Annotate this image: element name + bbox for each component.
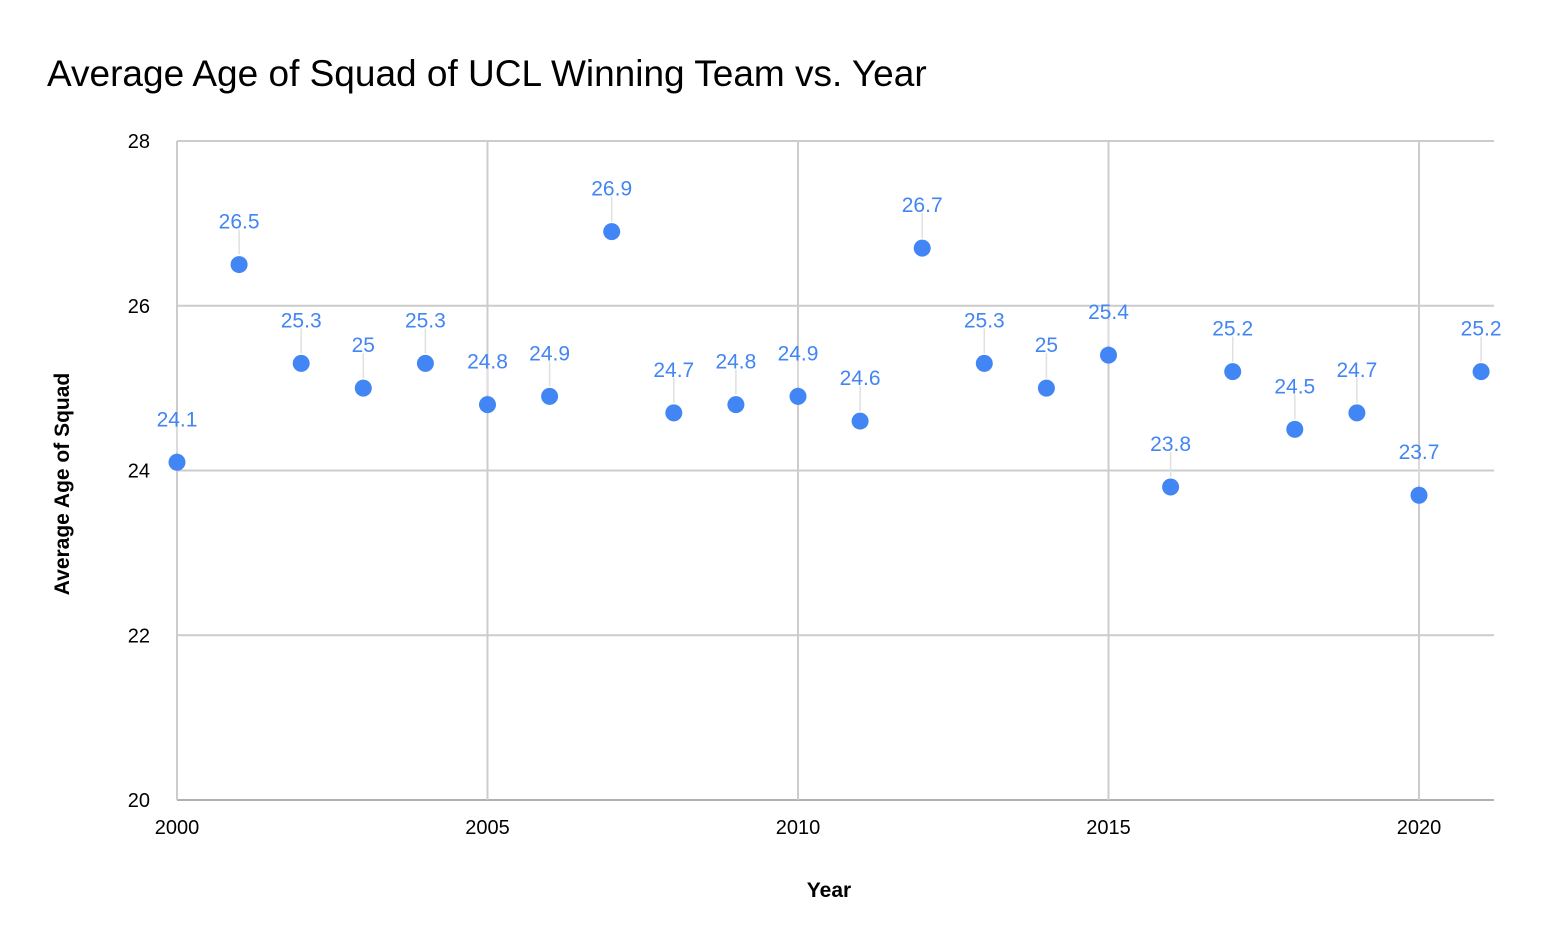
data-point (1472, 363, 1490, 381)
data-point (541, 387, 559, 405)
y-axis-title: Average Age of Squad (51, 373, 74, 596)
data-point (292, 354, 310, 372)
data-point (354, 379, 372, 397)
data-label: 24.5 (1274, 375, 1315, 398)
data-label: 24.9 (529, 342, 570, 365)
data-label: 25.3 (405, 309, 446, 332)
x-tick-label: 2005 (465, 817, 510, 839)
label-leaders (176, 196, 1482, 486)
data-label: 25.3 (964, 309, 1005, 332)
data-point (1224, 363, 1242, 381)
data-points (168, 223, 1490, 504)
data-label: 24.8 (715, 351, 756, 374)
tick-labels: 20 22 24 26 28 2000 2005 2010 2015 2020 (128, 131, 1442, 839)
data-point (665, 404, 683, 422)
data-label: 24.9 (778, 342, 819, 365)
data-label: 24.7 (1336, 359, 1377, 382)
data-label: 25.4 (1088, 301, 1129, 324)
data-point (789, 387, 807, 405)
data-label: 25.3 (281, 309, 322, 332)
data-label: 24.6 (840, 367, 881, 390)
data-point (727, 396, 745, 414)
data-point (1037, 379, 1055, 397)
x-axis-title: Year (807, 879, 851, 902)
y-tick-label: 22 (128, 625, 150, 647)
data-label: 23.8 (1150, 433, 1191, 456)
data-point (975, 354, 993, 372)
chart-title: Average Age of Squad of UCL Winning Team… (47, 53, 927, 94)
y-tick-label: 26 (128, 296, 150, 318)
data-label: 26.5 (219, 211, 260, 234)
data-label: 25.2 (1212, 318, 1253, 341)
data-label: 25 (1035, 334, 1058, 357)
y-tick-label: 24 (128, 461, 150, 483)
data-point (1410, 486, 1428, 504)
data-point (603, 223, 621, 241)
data-point (479, 396, 496, 414)
data-label: 24.8 (467, 351, 508, 374)
data-point (1286, 420, 1304, 438)
data-point (913, 239, 931, 257)
x-tick-label: 2000 (155, 817, 200, 839)
data-point (168, 453, 186, 471)
data-label: 23.7 (1399, 441, 1440, 464)
data-label: 24.1 (157, 408, 198, 431)
data-point (1162, 478, 1180, 496)
x-tick-label: 2020 (1397, 817, 1442, 839)
data-labels: 24.1 26.5 25.3 25 25.3 24.8 24.9 26.9 24.7 24.8 24… (157, 178, 1502, 465)
y-tick-label: 20 (128, 790, 150, 812)
data-label: 25 (352, 334, 375, 357)
data-point (416, 354, 434, 372)
data-point (851, 412, 869, 430)
y-tick-label: 28 (128, 131, 150, 153)
x-tick-label: 2015 (1086, 817, 1131, 839)
data-label: 25.2 (1461, 318, 1502, 341)
data-point (1100, 346, 1117, 364)
x-tick-label: 2010 (776, 817, 821, 839)
data-point (230, 256, 248, 274)
data-label: 24.7 (653, 359, 694, 382)
data-label: 26.7 (902, 194, 943, 217)
data-label: 26.9 (591, 178, 632, 201)
data-point (1348, 404, 1366, 422)
